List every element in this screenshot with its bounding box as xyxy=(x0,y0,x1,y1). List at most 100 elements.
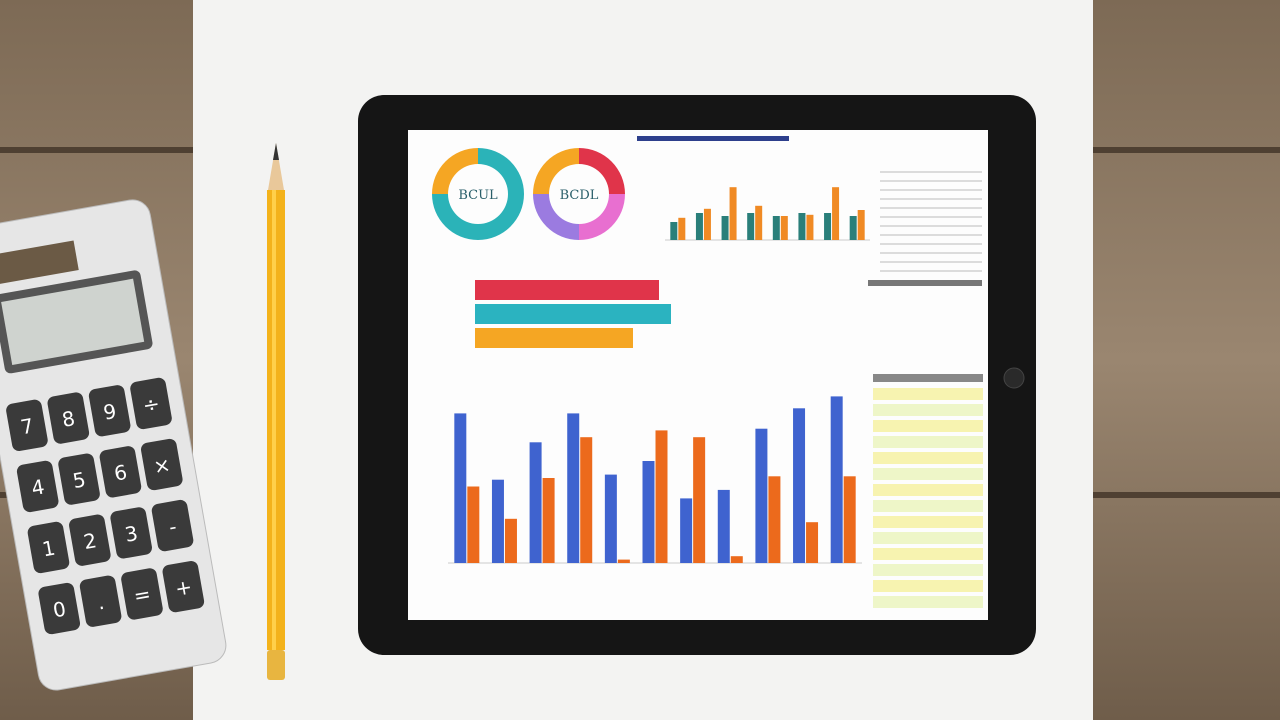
hbar xyxy=(475,328,633,348)
key-label: 2 xyxy=(82,528,99,554)
table-row xyxy=(873,548,983,560)
key-label: - xyxy=(167,514,178,539)
table-row xyxy=(873,404,983,416)
bar xyxy=(755,205,763,240)
calc-key[interactable]: 2 xyxy=(68,513,112,567)
bar xyxy=(504,518,517,563)
bar xyxy=(793,408,806,563)
bar xyxy=(680,498,693,563)
calc-key[interactable]: 4 xyxy=(16,460,60,514)
bar xyxy=(798,213,806,240)
table-row xyxy=(873,532,983,544)
bar xyxy=(806,522,819,563)
bar xyxy=(849,216,857,240)
bar xyxy=(467,486,480,563)
key-label: 3 xyxy=(123,521,140,547)
calc-key[interactable]: ÷ xyxy=(129,377,173,431)
bar xyxy=(491,479,504,563)
key-cap xyxy=(79,575,122,627)
bar xyxy=(567,413,580,563)
key-cap xyxy=(99,446,142,498)
calc-key[interactable]: 6 xyxy=(99,445,143,499)
donut-segment xyxy=(432,148,524,240)
table-row xyxy=(873,388,983,400)
bar xyxy=(670,222,678,240)
donut-segment xyxy=(432,148,478,194)
table-row xyxy=(873,436,983,448)
key-label: 7 xyxy=(19,413,36,439)
key-cap xyxy=(130,377,172,430)
bar xyxy=(857,210,865,240)
table-header xyxy=(868,280,982,286)
home-button[interactable] xyxy=(1003,367,1025,389)
calc-key[interactable]: 1 xyxy=(27,521,71,575)
calc-key[interactable]: 0 xyxy=(37,582,81,636)
key-label: = xyxy=(132,582,153,609)
hbar xyxy=(475,280,659,300)
donut-segment xyxy=(579,194,625,240)
donut-segment xyxy=(579,148,625,194)
key-cap xyxy=(110,507,152,559)
bar xyxy=(747,213,755,240)
bar xyxy=(755,428,768,563)
bar xyxy=(729,187,737,240)
bar xyxy=(617,559,630,563)
dashboard: BCUL BCDL xyxy=(432,148,870,564)
key-label: × xyxy=(152,452,173,479)
calc-key[interactable]: 9 xyxy=(88,384,132,438)
bar xyxy=(832,187,840,240)
bar xyxy=(454,413,467,563)
bar xyxy=(730,556,743,563)
key-cap xyxy=(162,560,205,613)
table-row xyxy=(873,484,983,496)
calc-key[interactable]: = xyxy=(120,567,164,621)
calculator: 7 8 9 ÷ 4 5 6 × 1 2 3 - 0. = + xyxy=(0,199,227,691)
bar xyxy=(580,437,593,563)
key-cap xyxy=(6,399,48,451)
header-bar xyxy=(637,136,789,141)
calc-key[interactable]: 7 xyxy=(5,399,49,453)
table-row xyxy=(873,420,983,432)
key-label: + xyxy=(173,574,194,601)
donut-segment xyxy=(533,148,579,194)
bar xyxy=(843,476,856,563)
bar xyxy=(721,216,729,240)
table-row xyxy=(873,564,983,576)
calc-key[interactable]: 5 xyxy=(57,452,101,506)
bar xyxy=(780,216,788,240)
key-label: 6 xyxy=(112,460,129,486)
donut-segment xyxy=(533,194,579,240)
bar xyxy=(642,461,655,563)
key-cap xyxy=(58,453,100,505)
table-row xyxy=(873,500,983,512)
key-label: 8 xyxy=(60,406,77,432)
calc-key[interactable]: 3 xyxy=(109,506,153,560)
key-cap xyxy=(69,514,111,566)
calc-key[interactable]: + xyxy=(161,560,205,614)
bar xyxy=(678,217,686,240)
bar xyxy=(830,396,843,563)
pencil xyxy=(267,143,285,680)
table-row xyxy=(873,468,983,480)
bar xyxy=(604,474,617,563)
bar xyxy=(655,430,668,563)
key-label: 1 xyxy=(40,536,57,562)
calc-key[interactable]: - xyxy=(151,499,195,553)
calc-key[interactable]: × xyxy=(140,438,184,492)
hbar xyxy=(475,304,671,324)
bar xyxy=(529,442,542,563)
key-label: ÷ xyxy=(141,391,162,418)
bar xyxy=(693,437,706,563)
key-cap xyxy=(151,499,194,552)
bar xyxy=(768,476,781,563)
bar xyxy=(703,208,711,240)
calc-key[interactable]: . xyxy=(79,574,123,628)
table-row xyxy=(873,516,983,528)
data-tables xyxy=(868,171,983,608)
key-label: 0 xyxy=(51,597,68,623)
table-row xyxy=(873,452,983,464)
calc-key[interactable]: 8 xyxy=(46,391,90,445)
key-cap xyxy=(27,521,70,574)
key-cap xyxy=(141,438,183,491)
key-cap xyxy=(47,392,90,444)
